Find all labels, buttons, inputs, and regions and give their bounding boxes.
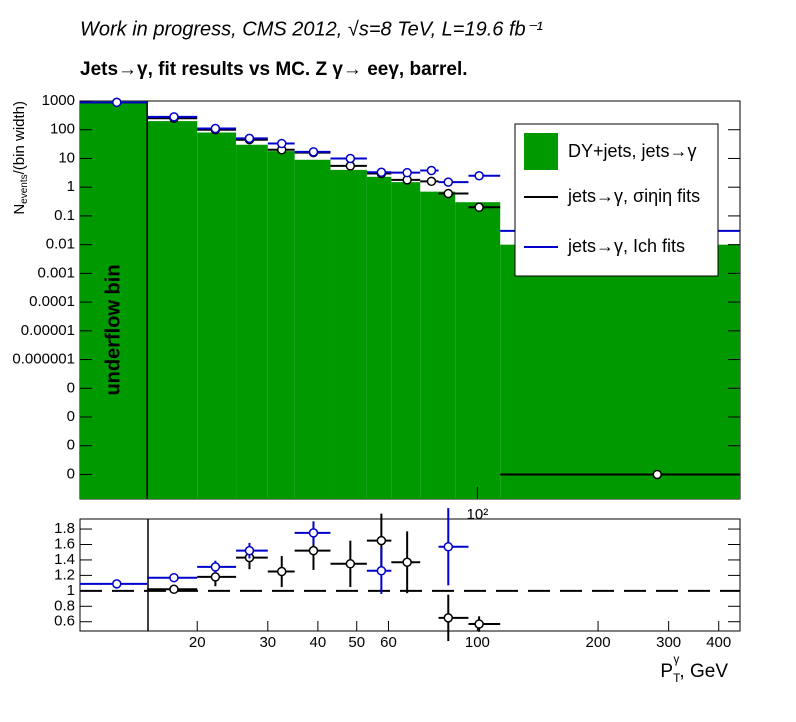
histogram-bar (267, 151, 295, 499)
data-point (308, 147, 319, 157)
x-axis-label-part: P (660, 661, 673, 682)
y-tick-label: 1 (67, 178, 75, 195)
data-point (426, 165, 437, 176)
y-tick-label: 1.8 (54, 520, 75, 537)
data-point (474, 171, 484, 181)
data-point (276, 138, 287, 149)
y-tick-label: 0.6 (54, 613, 75, 630)
data-point (308, 545, 319, 556)
histogram-bar (500, 244, 740, 499)
y-tick-label: 0.0001 (29, 293, 75, 310)
y-tick-label: 100 (50, 121, 75, 138)
data-point (276, 566, 287, 577)
data-point (210, 123, 221, 134)
x-tick-label: 50 (348, 634, 365, 651)
x-tick-label: 10² (467, 506, 489, 523)
x-axis-label-part: T (673, 671, 681, 685)
histogram-bar (455, 202, 501, 499)
x-axis-label-part: γ (673, 652, 679, 666)
data-point (345, 559, 356, 569)
x-tick-label: 40 (310, 634, 327, 651)
x-tick-label: 60 (380, 634, 397, 651)
data-point (443, 542, 454, 552)
legend-label: jets→γ, Ich fits (567, 236, 685, 256)
x-tick-label: 300 (656, 634, 681, 651)
y-tick-label: 1000 (42, 92, 75, 109)
data-point (474, 202, 484, 213)
legend-label: jets→γ, σiηiη fits (567, 186, 700, 206)
y-tick-label: 0.1 (54, 207, 75, 224)
chart-subtitle: Jets→γ, fit results vs MC. Z γ→ eeγ, bar… (80, 59, 468, 80)
data-point (210, 562, 221, 572)
histogram-bar (147, 121, 198, 499)
y-axis-label-part: events (19, 174, 30, 203)
y-tick-label: 0 (67, 465, 75, 482)
histogram-bar (197, 132, 237, 499)
data-point (169, 584, 179, 595)
data-point (308, 528, 319, 538)
data-point (244, 133, 255, 144)
data-point (345, 153, 356, 164)
y-tick-label: 0 (67, 408, 75, 425)
annotation: underflow bin (102, 264, 124, 395)
data-point (652, 469, 663, 480)
x-tick-label: 200 (586, 634, 611, 651)
data-point (402, 557, 412, 568)
histogram-bar (391, 182, 421, 499)
legend-label: DY+jets, jets→γ (568, 141, 697, 161)
x-tick-label: 20 (189, 634, 206, 651)
y-tick-label: 0.01 (46, 236, 75, 253)
data-point (112, 579, 122, 589)
histogram-bar (330, 169, 367, 500)
chart-title: Work in progress, CMS 2012, √s=8 TeV, L=… (80, 18, 543, 40)
series (80, 508, 469, 594)
x-axis-label-part: , GeV (679, 661, 728, 682)
data-point (112, 97, 122, 108)
histogram-bar (236, 144, 268, 499)
histogram-bar (420, 191, 456, 499)
y-tick-label: 0.001 (37, 264, 75, 281)
y-tick-label: 10 (58, 149, 75, 166)
y-tick-label: 1 (67, 582, 75, 599)
y-axis-label-part: N (11, 204, 28, 215)
y-tick-label: 1.2 (54, 566, 75, 583)
series (147, 513, 501, 642)
y-tick-label: 0 (67, 437, 75, 454)
x-tick-label: 400 (706, 634, 731, 651)
data-point (244, 545, 255, 556)
data-point (376, 566, 387, 576)
data-point (376, 535, 387, 546)
data-point (443, 177, 454, 187)
y-tick-label: 0.000001 (12, 351, 75, 368)
data-point (376, 167, 387, 178)
y-tick-label: 1.6 (54, 535, 75, 552)
histogram-bar (80, 101, 148, 499)
legend-swatch (524, 133, 558, 170)
data-point (210, 572, 221, 582)
data-point (402, 167, 412, 178)
histogram-bar (366, 176, 392, 499)
data-point (169, 112, 179, 122)
x-tick-label: 30 (259, 634, 276, 651)
histogram-bar (294, 159, 331, 499)
y-tick-label: 0.00001 (21, 322, 75, 339)
y-axis-label-part: /(bin width) (11, 101, 28, 174)
y-axis-label: Nevents/(bin width) (11, 101, 30, 215)
y-tick-label: 0 (67, 379, 75, 396)
x-tick-label: 100 (465, 634, 490, 651)
data-point (443, 188, 454, 199)
data-point (169, 572, 179, 583)
data-point (474, 619, 484, 629)
y-tick-label: 1.4 (54, 551, 75, 568)
data-point (443, 613, 454, 623)
y-tick-label: 0.8 (54, 597, 75, 614)
data-point (426, 176, 437, 187)
x-axis-label: PTγ, GeV (660, 652, 728, 685)
